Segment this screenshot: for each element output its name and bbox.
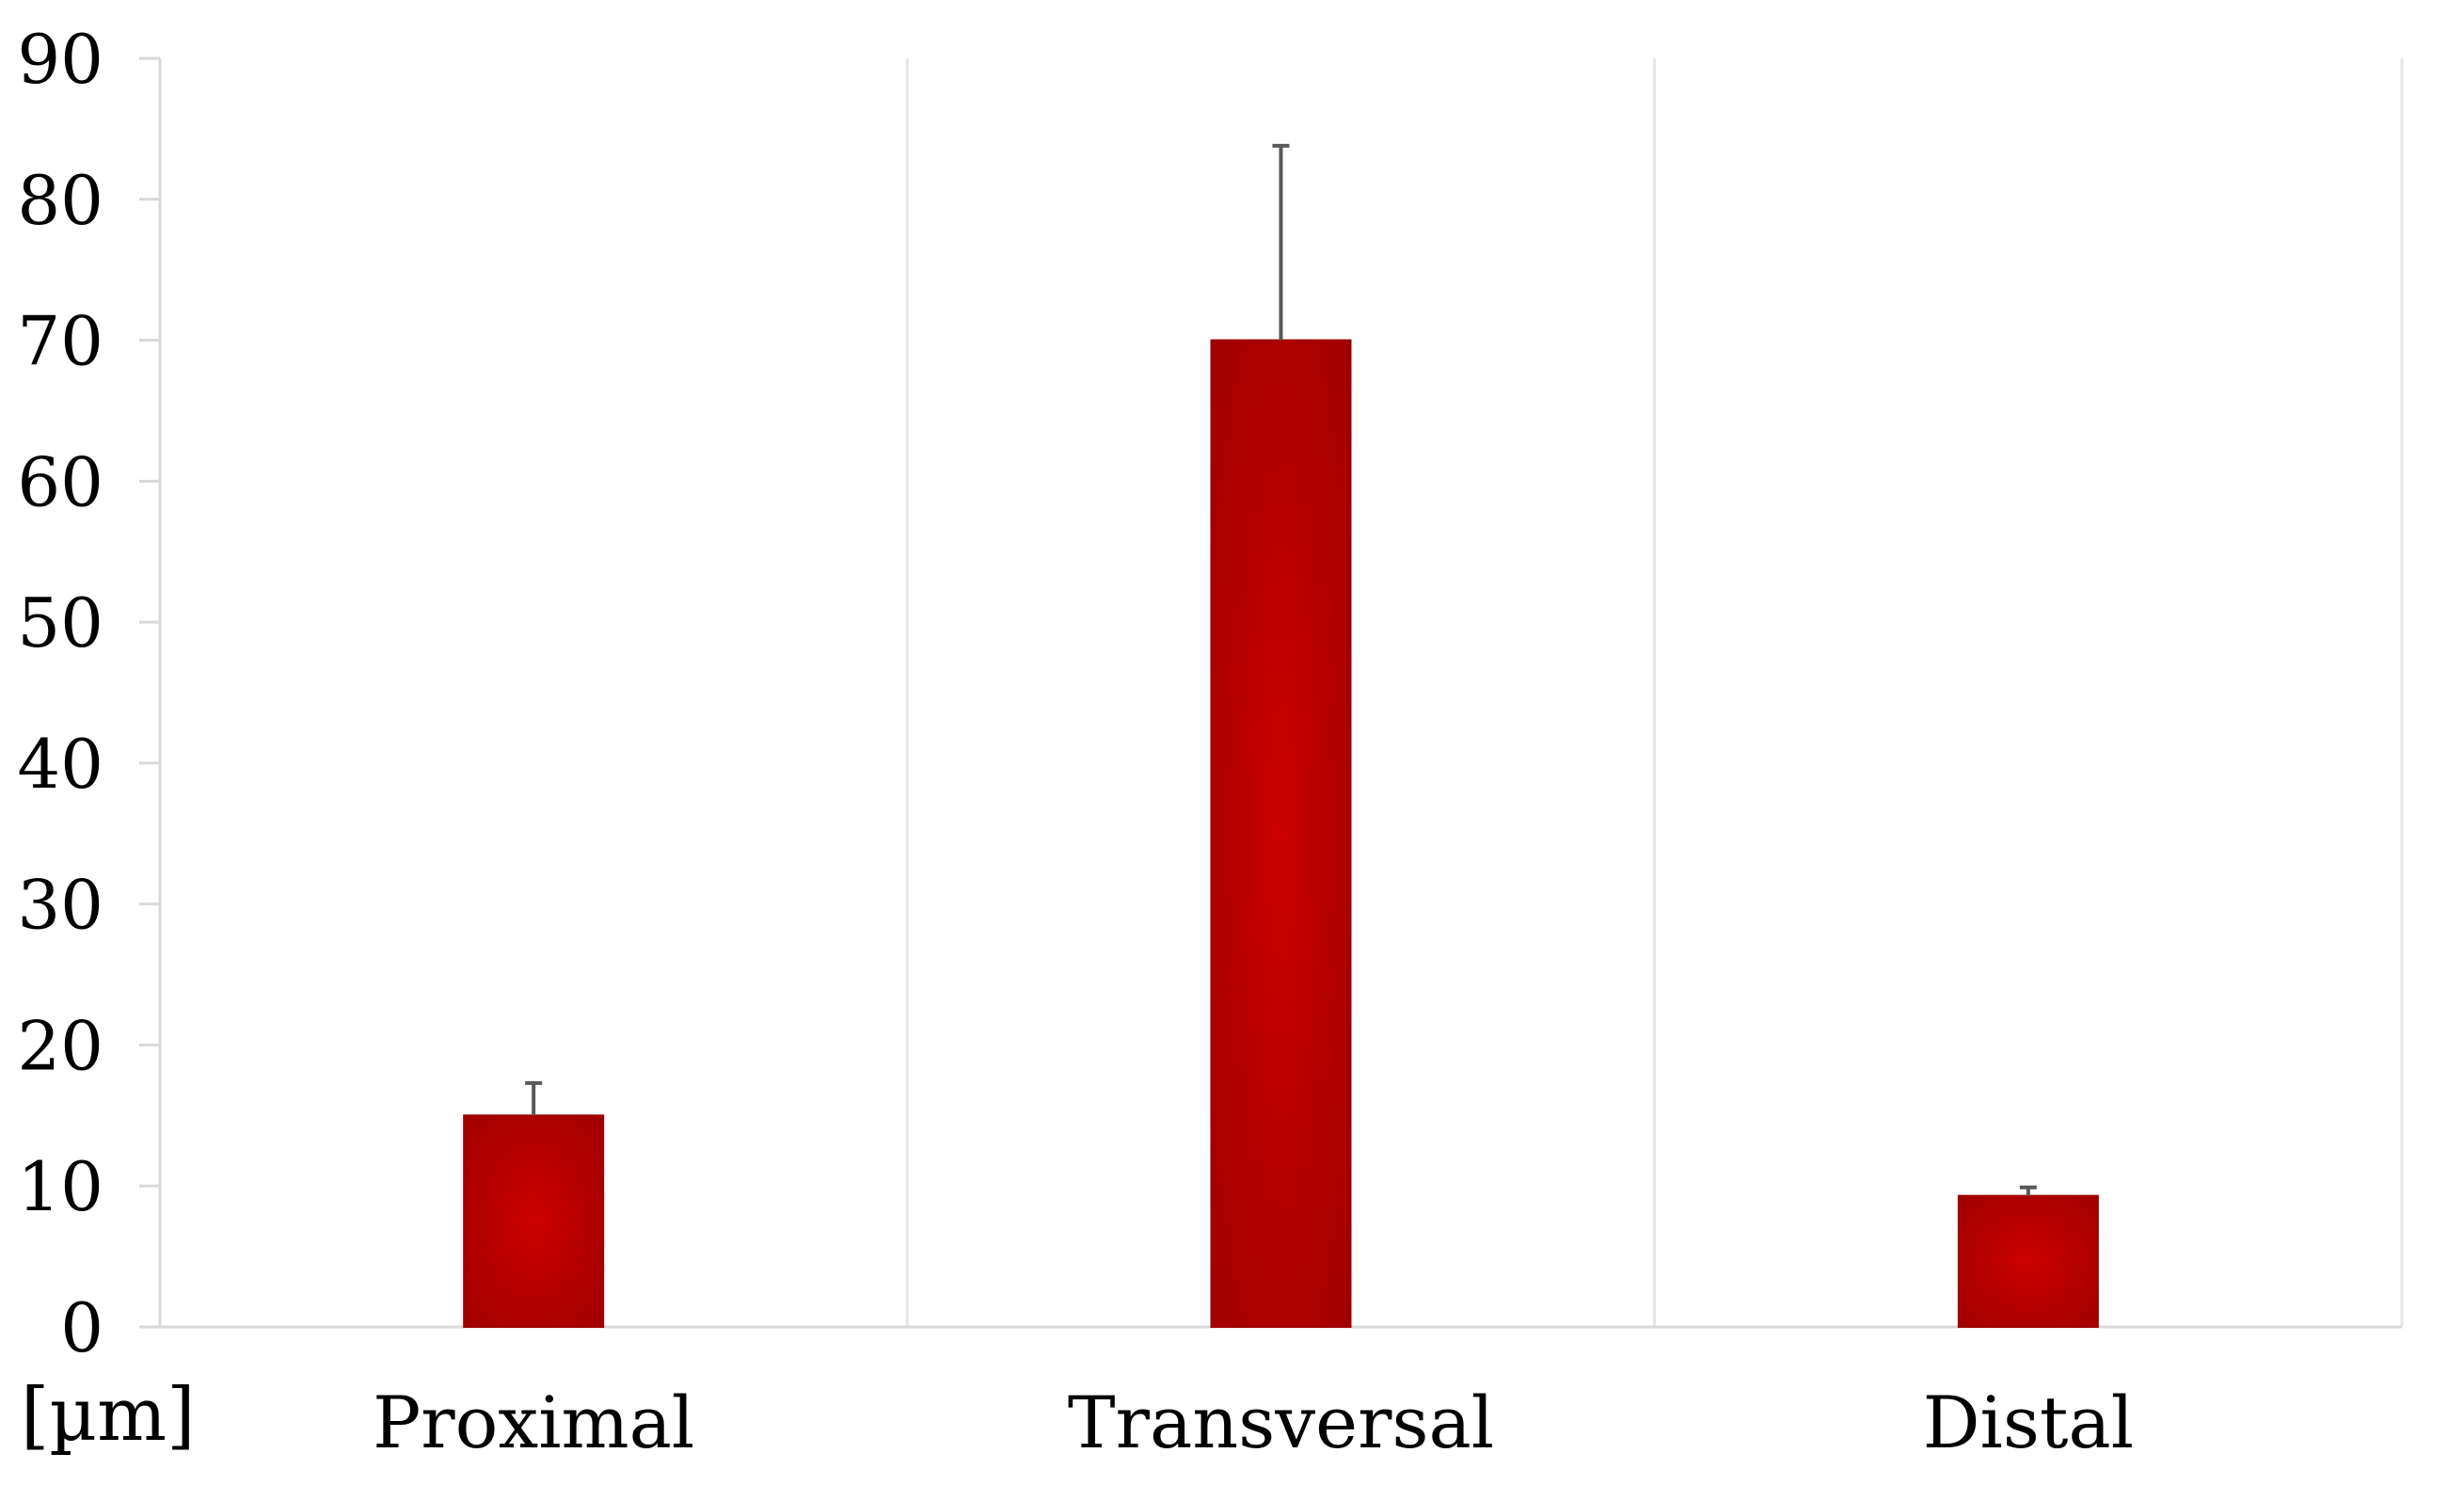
bar-transversal (1210, 339, 1352, 1328)
x-category-label: Distal (1923, 1381, 2134, 1464)
y-tick-label: 50 (17, 583, 103, 663)
y-tick-label: 70 (17, 302, 103, 381)
y-tick-label: 20 (17, 1006, 103, 1085)
y-tick-label: 60 (17, 442, 103, 521)
bar-distal (1957, 1194, 2099, 1328)
y-tick-label: 0 (60, 1288, 103, 1367)
y-tick-label: 40 (17, 725, 103, 804)
y-tick-label: 90 (17, 20, 103, 99)
y-axis-unit-label: [µm] (21, 1373, 196, 1458)
x-category-label: Proximal (373, 1381, 694, 1464)
y-tick-label: 10 (17, 1147, 103, 1226)
y-tick-label: 30 (17, 866, 103, 945)
bars-layer (463, 339, 2099, 1329)
bar-proximal (463, 1114, 605, 1329)
error-bars-layer (525, 143, 2037, 1196)
grid-layer (905, 58, 2404, 1327)
x-category-label: Transversal (1068, 1381, 1494, 1464)
y-tick-label: 80 (17, 161, 103, 240)
labels-layer: 0 10 20 30 40 50 60 70 80 90 Proximal Transversal Di… (17, 20, 2134, 1464)
